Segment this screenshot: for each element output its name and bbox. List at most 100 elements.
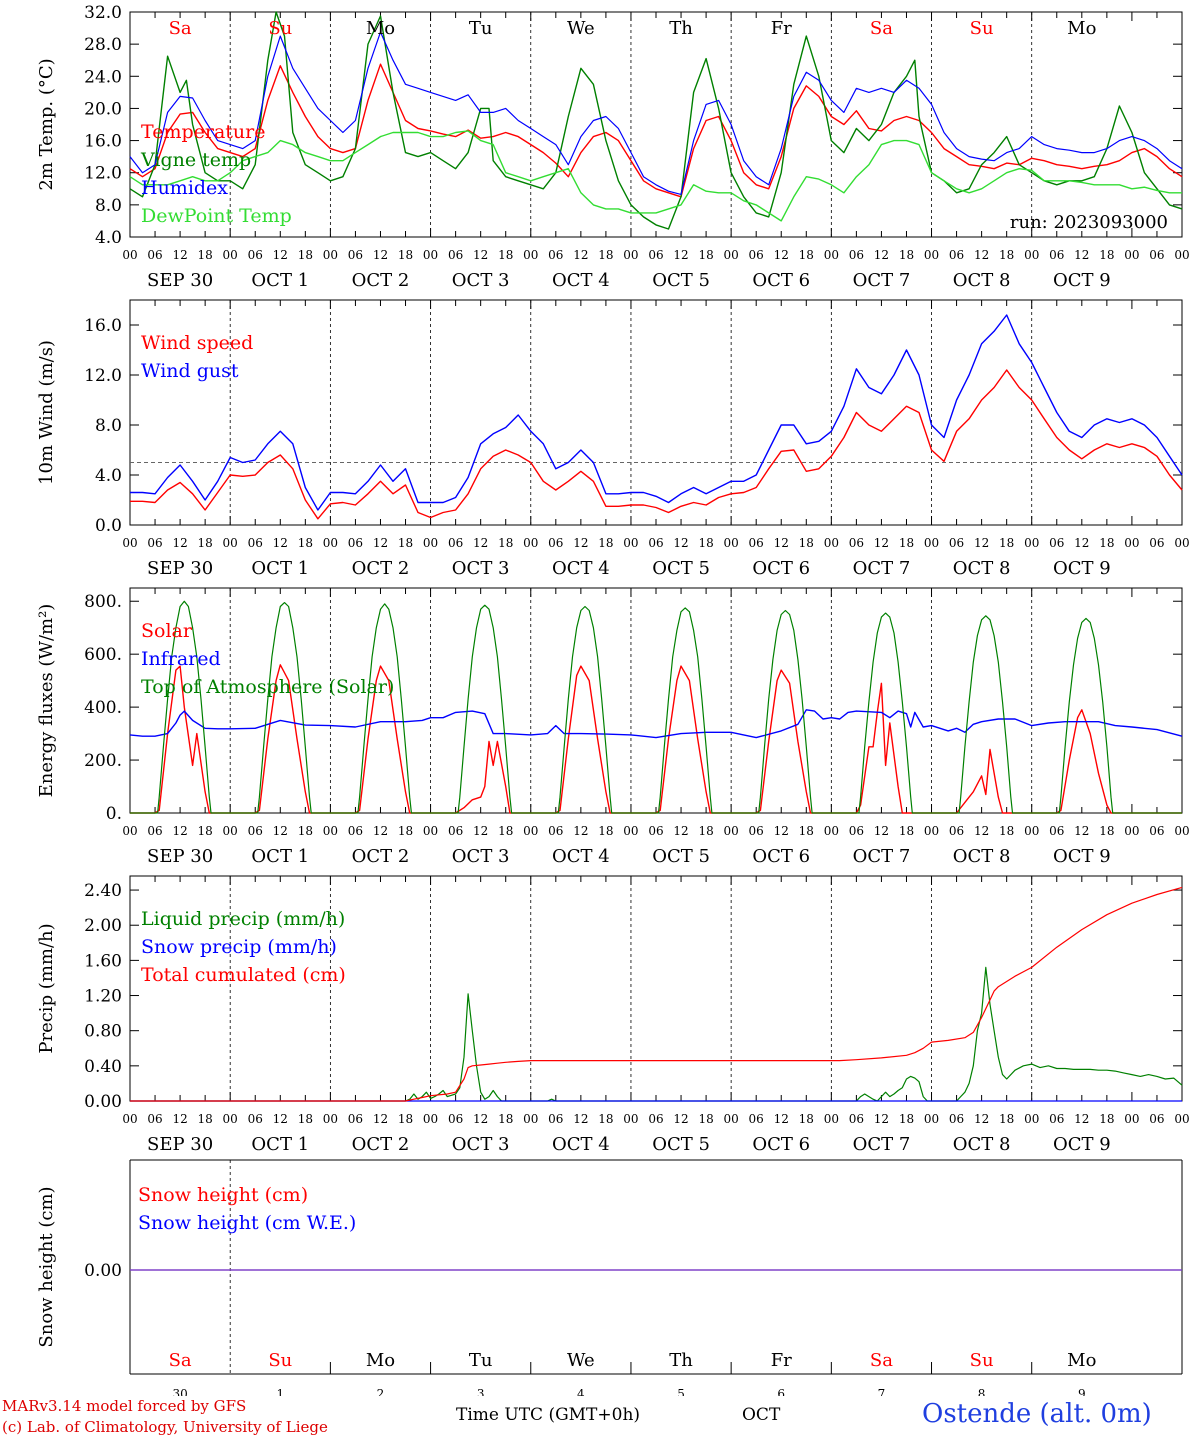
date-label: OCT 2 bbox=[352, 846, 410, 867]
hour-tick-label: 12 bbox=[473, 248, 488, 262]
hour-tick-label: 00 bbox=[423, 824, 438, 838]
hour-tick-label: 06 bbox=[1049, 824, 1064, 838]
hour-tick-label: 06 bbox=[248, 248, 263, 262]
legend-entry: DewPoint Temp bbox=[141, 205, 292, 227]
hour-tick-label: 00 bbox=[824, 824, 839, 838]
y-tick-label: 4.0 bbox=[95, 228, 122, 248]
hour-tick-label: 18 bbox=[298, 824, 313, 838]
day-abbrev: Th bbox=[669, 1350, 693, 1371]
legend-entry: Temperature bbox=[141, 121, 265, 143]
hour-tick-label: 18 bbox=[999, 1112, 1014, 1126]
hour-tick-label: 18 bbox=[1099, 536, 1114, 550]
hour-tick-label: 00 bbox=[323, 248, 338, 262]
hour-tick-label: 18 bbox=[698, 824, 713, 838]
hour-tick-label: 12 bbox=[673, 536, 688, 550]
hour-tick-label: 00 bbox=[924, 536, 939, 550]
day-abbrev: Su bbox=[970, 1350, 994, 1371]
y-axis-label: Energy fluxes (W/m²) bbox=[36, 604, 57, 798]
y-tick-label: 12.0 bbox=[84, 164, 122, 184]
date-label: OCT 4 bbox=[552, 1134, 610, 1155]
hour-tick-label: 06 bbox=[548, 1112, 563, 1126]
date-label: OCT 2 bbox=[352, 558, 410, 579]
date-label: OCT 1 bbox=[251, 270, 309, 291]
credit-line: (c) Lab. of Climatology, University of L… bbox=[2, 1418, 328, 1436]
hour-tick-label: 00 bbox=[523, 248, 538, 262]
hour-tick-label: 12 bbox=[874, 536, 889, 550]
y-tick-label: 8.0 bbox=[95, 416, 122, 436]
hour-tick-label: 06 bbox=[1149, 824, 1164, 838]
date-label: SEP 30 bbox=[147, 1134, 213, 1155]
time-axis-label: Time UTC (GMT+0h) bbox=[456, 1405, 641, 1425]
plot-frame bbox=[129, 587, 1183, 814]
y-axis-label: 2m Temp. (°C) bbox=[36, 58, 57, 190]
legend-entry: Top of Atmosphere (Solar) bbox=[141, 676, 394, 698]
legend-entry: Snow precip (mm/h) bbox=[141, 936, 337, 958]
date-label: SEP 30 bbox=[147, 558, 213, 579]
y-tick-label: 200. bbox=[84, 751, 122, 771]
hour-tick-label: 18 bbox=[398, 824, 413, 838]
hour-tick-label: 12 bbox=[774, 1112, 789, 1126]
meteogram: 00 06 12 18 00 06 12 18 00 06 12 18 00 06 12 18 00 06 12 18… bbox=[36, 3, 1190, 1396]
date-label: OCT 4 bbox=[552, 558, 610, 579]
series-line-vigne-temp bbox=[129, 11, 1183, 230]
date-label: OCT 6 bbox=[752, 270, 810, 291]
hour-tick-label: 12 bbox=[1074, 824, 1089, 838]
hour-tick-label: 12 bbox=[673, 1112, 688, 1126]
date-label: OCT 5 bbox=[652, 1134, 710, 1155]
hour-tick-label: 12 bbox=[473, 536, 488, 550]
hour-tick-label: 18 bbox=[598, 1112, 613, 1126]
hour-tick-label: 18 bbox=[1099, 248, 1114, 262]
run-annotation: run: 2023093000 bbox=[1010, 212, 1168, 233]
panel-5: 0.00 Snow height (cm) Snow height (cm) Snow… bbox=[36, 1159, 1183, 1396]
date-label: OCT 9 bbox=[1053, 1134, 1111, 1155]
hour-tick-label: 12 bbox=[874, 824, 889, 838]
date-label: OCT 9 bbox=[1053, 558, 1111, 579]
hour-tick-label: 06 bbox=[147, 248, 162, 262]
hour-tick-label: 12 bbox=[1074, 1112, 1089, 1126]
hour-tick-label: 06 bbox=[849, 824, 864, 838]
y-tick-label: 400. bbox=[84, 698, 122, 718]
hour-tick-label: 12 bbox=[172, 248, 187, 262]
hour-tick-label: 00 bbox=[824, 248, 839, 262]
hour-tick-label: 00 bbox=[724, 1112, 739, 1126]
date-label: OCT 2 bbox=[352, 1134, 410, 1155]
legend-entry: Wind speed bbox=[141, 332, 253, 354]
day-abbrev: Tu bbox=[469, 1350, 493, 1371]
hour-tick-label: 00 bbox=[924, 1112, 939, 1126]
hour-tick-label: 00 bbox=[122, 536, 137, 550]
hour-tick-label: 12 bbox=[273, 248, 288, 262]
hour-tick-label: 06 bbox=[248, 1112, 263, 1126]
panel-1: 00 06 12 18 00 06 12 18 00 06 12 18 00 06 12 18 00 06 12 18… bbox=[36, 3, 1190, 291]
day-abbrev: Mo bbox=[366, 1350, 395, 1371]
date-label: OCT 3 bbox=[452, 558, 510, 579]
date-label: OCT 6 bbox=[752, 1134, 810, 1155]
hour-tick-label: 06 bbox=[849, 536, 864, 550]
hour-tick-label: 18 bbox=[598, 824, 613, 838]
y-tick-label: 32.0 bbox=[84, 3, 122, 23]
hour-tick-label: 00 bbox=[223, 824, 238, 838]
hour-tick-label: 06 bbox=[749, 536, 764, 550]
hour-tick-label: 06 bbox=[749, 248, 764, 262]
hour-tick-label: 12 bbox=[774, 248, 789, 262]
hour-tick-label: 18 bbox=[598, 536, 613, 550]
hour-tick-label: 12 bbox=[774, 536, 789, 550]
hour-tick-label: 12 bbox=[673, 824, 688, 838]
hour-tick-label: 00 bbox=[1174, 824, 1189, 838]
series-line-humidex bbox=[129, 31, 1183, 195]
day-number: 1 bbox=[276, 1387, 284, 1396]
series-line-total-cumulated-cm- bbox=[130, 886, 1183, 1102]
day-number: 5 bbox=[677, 1387, 685, 1396]
day-number: 7 bbox=[878, 1387, 886, 1396]
y-tick-label: 0.00 bbox=[84, 1261, 122, 1281]
day-number: 30 bbox=[172, 1387, 187, 1396]
hour-tick-label: 12 bbox=[874, 248, 889, 262]
date-label: OCT 3 bbox=[452, 846, 510, 867]
y-tick-label: 2.40 bbox=[84, 881, 122, 901]
date-label: OCT 1 bbox=[251, 846, 309, 867]
hour-tick-label: 18 bbox=[498, 248, 513, 262]
hour-tick-label: 00 bbox=[1174, 1112, 1189, 1126]
hour-tick-label: 00 bbox=[824, 1112, 839, 1126]
hour-tick-label: 00 bbox=[724, 536, 739, 550]
day-abbrev: Sa bbox=[169, 18, 192, 39]
date-label: OCT 6 bbox=[752, 846, 810, 867]
